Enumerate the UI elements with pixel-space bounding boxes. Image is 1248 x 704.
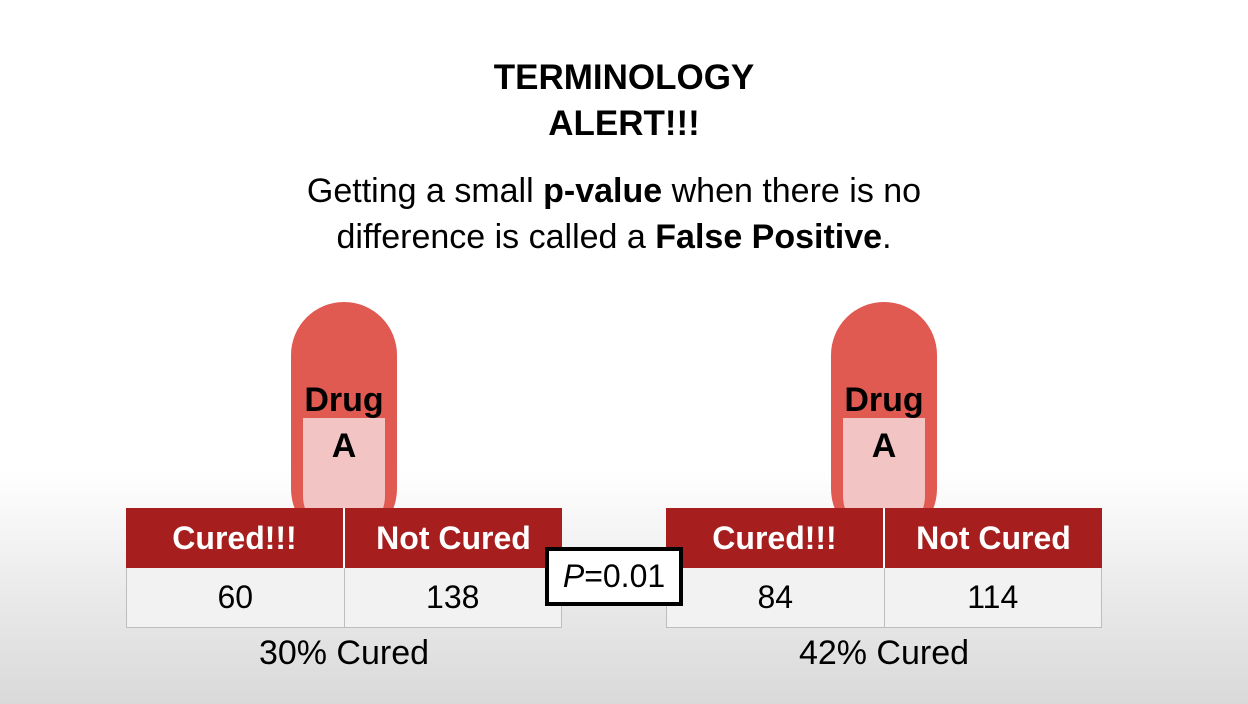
percent-cured-right: 42% Cured [798, 634, 970, 672]
results-table-left: Cured!!! Not Cured 60 138 [126, 508, 562, 628]
table-header: Cured!!! Not Cured [666, 508, 1102, 568]
header-cured: Cured!!! [712, 519, 837, 556]
p-symbol: P [562, 558, 585, 594]
pill-label: Drug A [811, 377, 957, 469]
table-header: Cured!!! Not Cured [126, 508, 562, 568]
pill-label: Drug A [271, 377, 417, 469]
table-row: 60 138 [126, 568, 562, 628]
table-row: 84 114 [666, 568, 1102, 628]
title-line-2: ALERT!!! [548, 104, 700, 143]
page-title: TERMINOLOGY ALERT!!! [0, 55, 1248, 147]
pill-icon: Drug A [831, 302, 937, 542]
pill-icon: Drug A [291, 302, 397, 542]
cell-cured-count: 60 [217, 579, 254, 615]
pill-label-line-1: Drug [844, 381, 924, 419]
percent-cured-left: 30% Cured [258, 634, 430, 672]
p-value-box: P =0.01 [545, 547, 683, 606]
definition-term-pvalue: p-value [543, 172, 663, 210]
title-line-1: TERMINOLOGY [493, 58, 755, 97]
cell-not-cured-count: 138 [343, 568, 562, 627]
definition-part-2: when there is no difference is called a [336, 172, 922, 256]
definition-term-false-positive: False Positive [655, 218, 883, 256]
definition-text: Getting a small p-value when there is no… [274, 168, 954, 260]
results-table-right: Cured!!! Not Cured 84 114 [666, 508, 1102, 628]
cell-cured-count: 84 [757, 579, 794, 615]
pill-label-line-2: A [331, 427, 357, 465]
pill-label-line-1: Drug [304, 381, 384, 419]
definition-part-3: . [882, 218, 892, 256]
header-cured: Cured!!! [172, 519, 297, 556]
header-not-cured: Not Cured [343, 508, 562, 568]
definition-part-1: Getting a small [306, 172, 544, 210]
cell-not-cured-count: 114 [883, 568, 1102, 627]
pill-label-line-2: A [871, 427, 897, 465]
header-not-cured: Not Cured [883, 508, 1102, 568]
p-value: =0.01 [584, 558, 666, 594]
